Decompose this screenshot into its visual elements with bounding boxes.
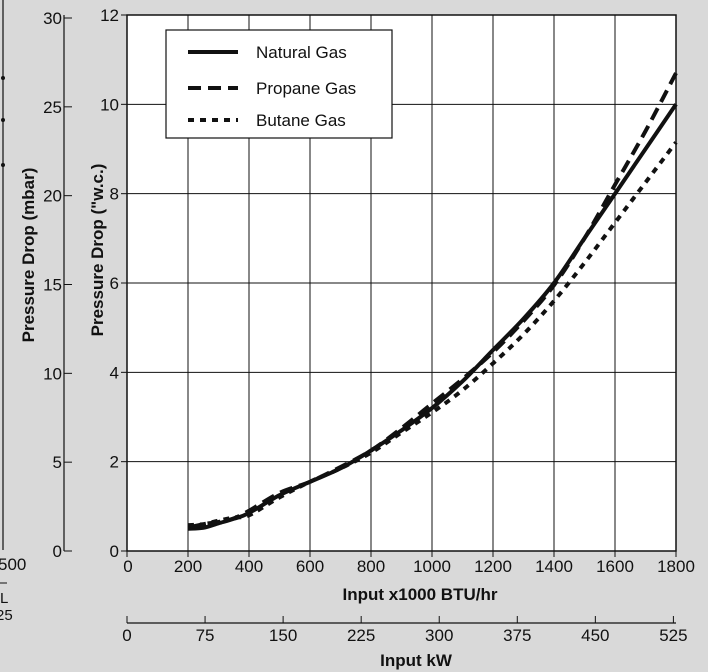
y-tick-label: 10 [100, 95, 119, 114]
x-tick-label: 1000 [413, 557, 451, 576]
partial-left-axis-label: L [0, 590, 8, 607]
secondary-y-tick-label: 10 [43, 364, 62, 383]
secondary-x-tick-label: 300 [425, 626, 453, 645]
y-axis-ticks: 0 2 4 6 8 10 12 [100, 6, 127, 561]
partial-left-mark [1, 118, 5, 122]
x-tick-label: 1600 [596, 557, 634, 576]
secondary-y-tick-label: 0 [53, 542, 62, 561]
legend-label-butane-gas: Butane Gas [256, 111, 346, 130]
secondary-y-axis-title: Pressure Drop (mbar) [19, 168, 38, 343]
x-axis-ticks: 0 200 400 600 800 1000 1200 1400 1600 1800 [123, 551, 695, 576]
legend-label-natural-gas: Natural Gas [256, 43, 347, 62]
x-tick-label: 400 [235, 557, 263, 576]
secondary-y-tick-label: 20 [43, 187, 62, 206]
x-tick-label: 600 [296, 557, 324, 576]
secondary-x-tick-label: 375 [503, 626, 531, 645]
partial-left-mark [1, 163, 5, 167]
secondary-y-tick-label: 5 [53, 453, 62, 472]
secondary-y-tick-label: 30 [43, 9, 62, 28]
secondary-x-tick-label: 450 [581, 626, 609, 645]
y-axis-title: Pressure Drop ("w.c.) [88, 164, 107, 337]
partial-left-chart: 500 L 25 [0, 0, 26, 624]
series-line-propane-gas [187, 72, 678, 530]
x-tick-label: 1200 [474, 557, 512, 576]
y-tick-label: 12 [100, 6, 119, 25]
x-tick-label: 200 [174, 557, 202, 576]
x-axis-title: Input x1000 BTU/hr [343, 585, 498, 604]
secondary-x-tick-label: 525 [659, 626, 687, 645]
series-lines [187, 72, 678, 531]
secondary-x-tick-label: 225 [347, 626, 375, 645]
y-tick-label: 0 [110, 542, 119, 561]
x-tick-label: 1400 [535, 557, 573, 576]
x-tick-label: 0 [123, 557, 132, 576]
y-tick-label: 8 [110, 185, 119, 204]
secondary-x-axis-title: Input kW [380, 651, 453, 670]
legend-label-propane-gas: Propane Gas [256, 79, 356, 98]
y-tick-label: 6 [110, 274, 119, 293]
y-tick-label: 4 [110, 363, 119, 382]
secondary-x-tick-label: 75 [196, 626, 215, 645]
partial-left-tick-label: 500 [0, 555, 26, 574]
x-tick-label: 1800 [657, 557, 695, 576]
partial-left-mark [1, 76, 5, 80]
secondary-x-tick-label: 0 [122, 626, 131, 645]
x-tick-label: 800 [357, 557, 385, 576]
y-tick-label: 2 [110, 453, 119, 472]
secondary-x-tick-label: 150 [269, 626, 297, 645]
legend: Natural Gas Propane Gas Butane Gas [165, 29, 393, 139]
secondary-x-axis: 0 75 150 225 300 375 450 525 [122, 616, 688, 645]
partial-left-tick-label: 25 [0, 607, 13, 624]
secondary-y-tick-label: 15 [43, 276, 62, 295]
secondary-y-axis: 0 5 10 15 20 25 30 [43, 9, 72, 561]
secondary-y-tick-label: 25 [43, 98, 62, 117]
